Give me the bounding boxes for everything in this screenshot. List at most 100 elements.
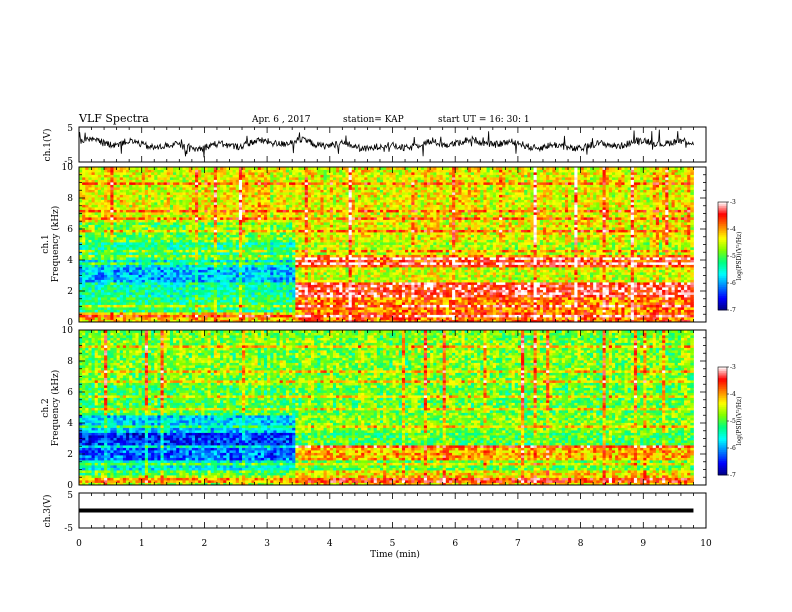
spectrogram-cell — [126, 279, 130, 283]
spectrogram-cell — [185, 312, 190, 315]
spectrogram-cell — [383, 287, 387, 290]
spectrogram-cell — [405, 299, 409, 303]
spectrogram-cell — [630, 259, 635, 263]
spectrogram-cell — [467, 292, 472, 295]
spectrogram-cell — [542, 317, 547, 320]
spectrogram-cell — [216, 307, 221, 310]
spectrogram-cell — [417, 312, 422, 315]
spectrogram-cell — [320, 302, 324, 305]
spectrogram-cell — [627, 314, 632, 318]
spectrogram-cell — [401, 289, 406, 293]
spectrogram-cell — [79, 279, 83, 283]
spectrogram-cell — [611, 259, 616, 263]
spectrogram-cell — [185, 274, 190, 278]
spectrogram-cell — [627, 319, 632, 323]
spectrogram-cell — [79, 272, 83, 275]
spectrogram-cell — [627, 312, 632, 315]
spectrogram-cell — [527, 297, 531, 300]
spectrogram-cell — [154, 274, 158, 278]
spectrogram-cell — [586, 317, 591, 320]
spectrogram-cell — [320, 314, 324, 318]
spectrogram-cell — [251, 307, 255, 310]
spectrogram-cell — [414, 314, 418, 318]
spectrogram-cell — [671, 277, 676, 280]
spectrogram-cell — [586, 259, 591, 263]
spectrogram-cell — [455, 267, 459, 270]
spectrogram-cell — [129, 259, 133, 263]
spectrogram-cell — [82, 272, 86, 275]
spectrogram-cell — [113, 277, 118, 280]
spectrogram-cell — [558, 282, 563, 285]
spectrogram-cell — [401, 262, 406, 265]
spectrogram-cell — [549, 292, 553, 295]
spectrogram-cell — [430, 317, 434, 320]
spectrogram-cell — [558, 277, 563, 280]
spectrogram-cell — [173, 299, 177, 303]
spectrogram-cell — [276, 277, 281, 280]
spectrogram-cell — [314, 279, 318, 283]
spectrogram-cell — [414, 259, 418, 263]
spectrogram-cell — [524, 302, 528, 305]
spectrogram-cell — [179, 319, 183, 323]
spectrogram-cell — [220, 302, 224, 305]
spectrogram-cell — [652, 277, 657, 280]
spectrogram-cell — [492, 292, 497, 295]
spectrogram-cell — [336, 287, 340, 290]
spectrogram-cell — [100, 299, 105, 303]
spectrogram-cell — [373, 274, 378, 278]
spectrogram-cell — [160, 304, 165, 308]
spectrogram-cell — [464, 319, 469, 323]
spectrogram-cell — [141, 284, 146, 288]
spectrogram-cell — [542, 297, 547, 300]
spectrogram-cell — [458, 297, 462, 300]
spectrogram-cell — [423, 312, 428, 315]
spectrogram-cell — [630, 302, 635, 305]
spectrogram-cell — [643, 312, 647, 315]
spectrogram-cell — [238, 282, 243, 285]
spectrogram-cell — [339, 282, 343, 285]
spectrogram-cell — [379, 294, 384, 298]
spectrogram-cell — [351, 317, 356, 320]
spectrogram-cell — [310, 277, 315, 280]
spectrogram-cell — [351, 259, 356, 263]
spectrogram-cell — [499, 284, 503, 288]
spectrogram-cell — [574, 307, 578, 310]
spectrogram-cell — [216, 284, 221, 288]
spectrogram-cell — [332, 309, 337, 313]
spectrogram-cell — [568, 274, 572, 278]
spectrogram-cell — [486, 269, 491, 273]
spectrogram-cell — [555, 302, 560, 305]
spectrogram-cell — [126, 307, 130, 310]
spectrogram-cell — [455, 287, 459, 290]
spectrogram-cell — [144, 289, 149, 293]
spectrogram-cell — [129, 287, 133, 290]
spectrogram-cell — [687, 317, 691, 320]
spectrogram-cell — [82, 279, 86, 283]
spectrogram-cell — [499, 287, 503, 290]
spectrogram-cell — [611, 312, 616, 315]
spectrogram-cell — [477, 317, 481, 320]
spectrogram-cell — [279, 312, 284, 315]
spectrogram-cell — [342, 309, 346, 313]
spectrogram-cell — [593, 289, 597, 293]
spectrogram-cell — [195, 284, 199, 288]
spectrogram-cell — [590, 294, 594, 298]
spectrogram-cell — [260, 312, 265, 315]
spectrogram-cell — [104, 282, 108, 285]
spectrogram-cell — [173, 279, 177, 283]
spectrogram-cell — [307, 284, 312, 288]
spectrogram-cell — [348, 267, 353, 270]
spectrogram-cell — [169, 299, 174, 303]
spectrogram-cell — [213, 277, 218, 280]
spectrogram-cell — [533, 304, 538, 308]
spectrogram-cell — [135, 287, 139, 290]
spectrogram-cell — [292, 277, 296, 280]
spectrogram-cell — [154, 284, 158, 288]
spectrogram-cell — [326, 317, 331, 320]
spectrogram-cell — [662, 262, 666, 265]
spectrogram-cell — [376, 274, 381, 278]
spectrogram-cell — [195, 269, 199, 273]
spectrogram-cell — [458, 309, 462, 313]
spectrogram-cell — [370, 294, 375, 298]
spectrogram-cell — [132, 299, 136, 303]
